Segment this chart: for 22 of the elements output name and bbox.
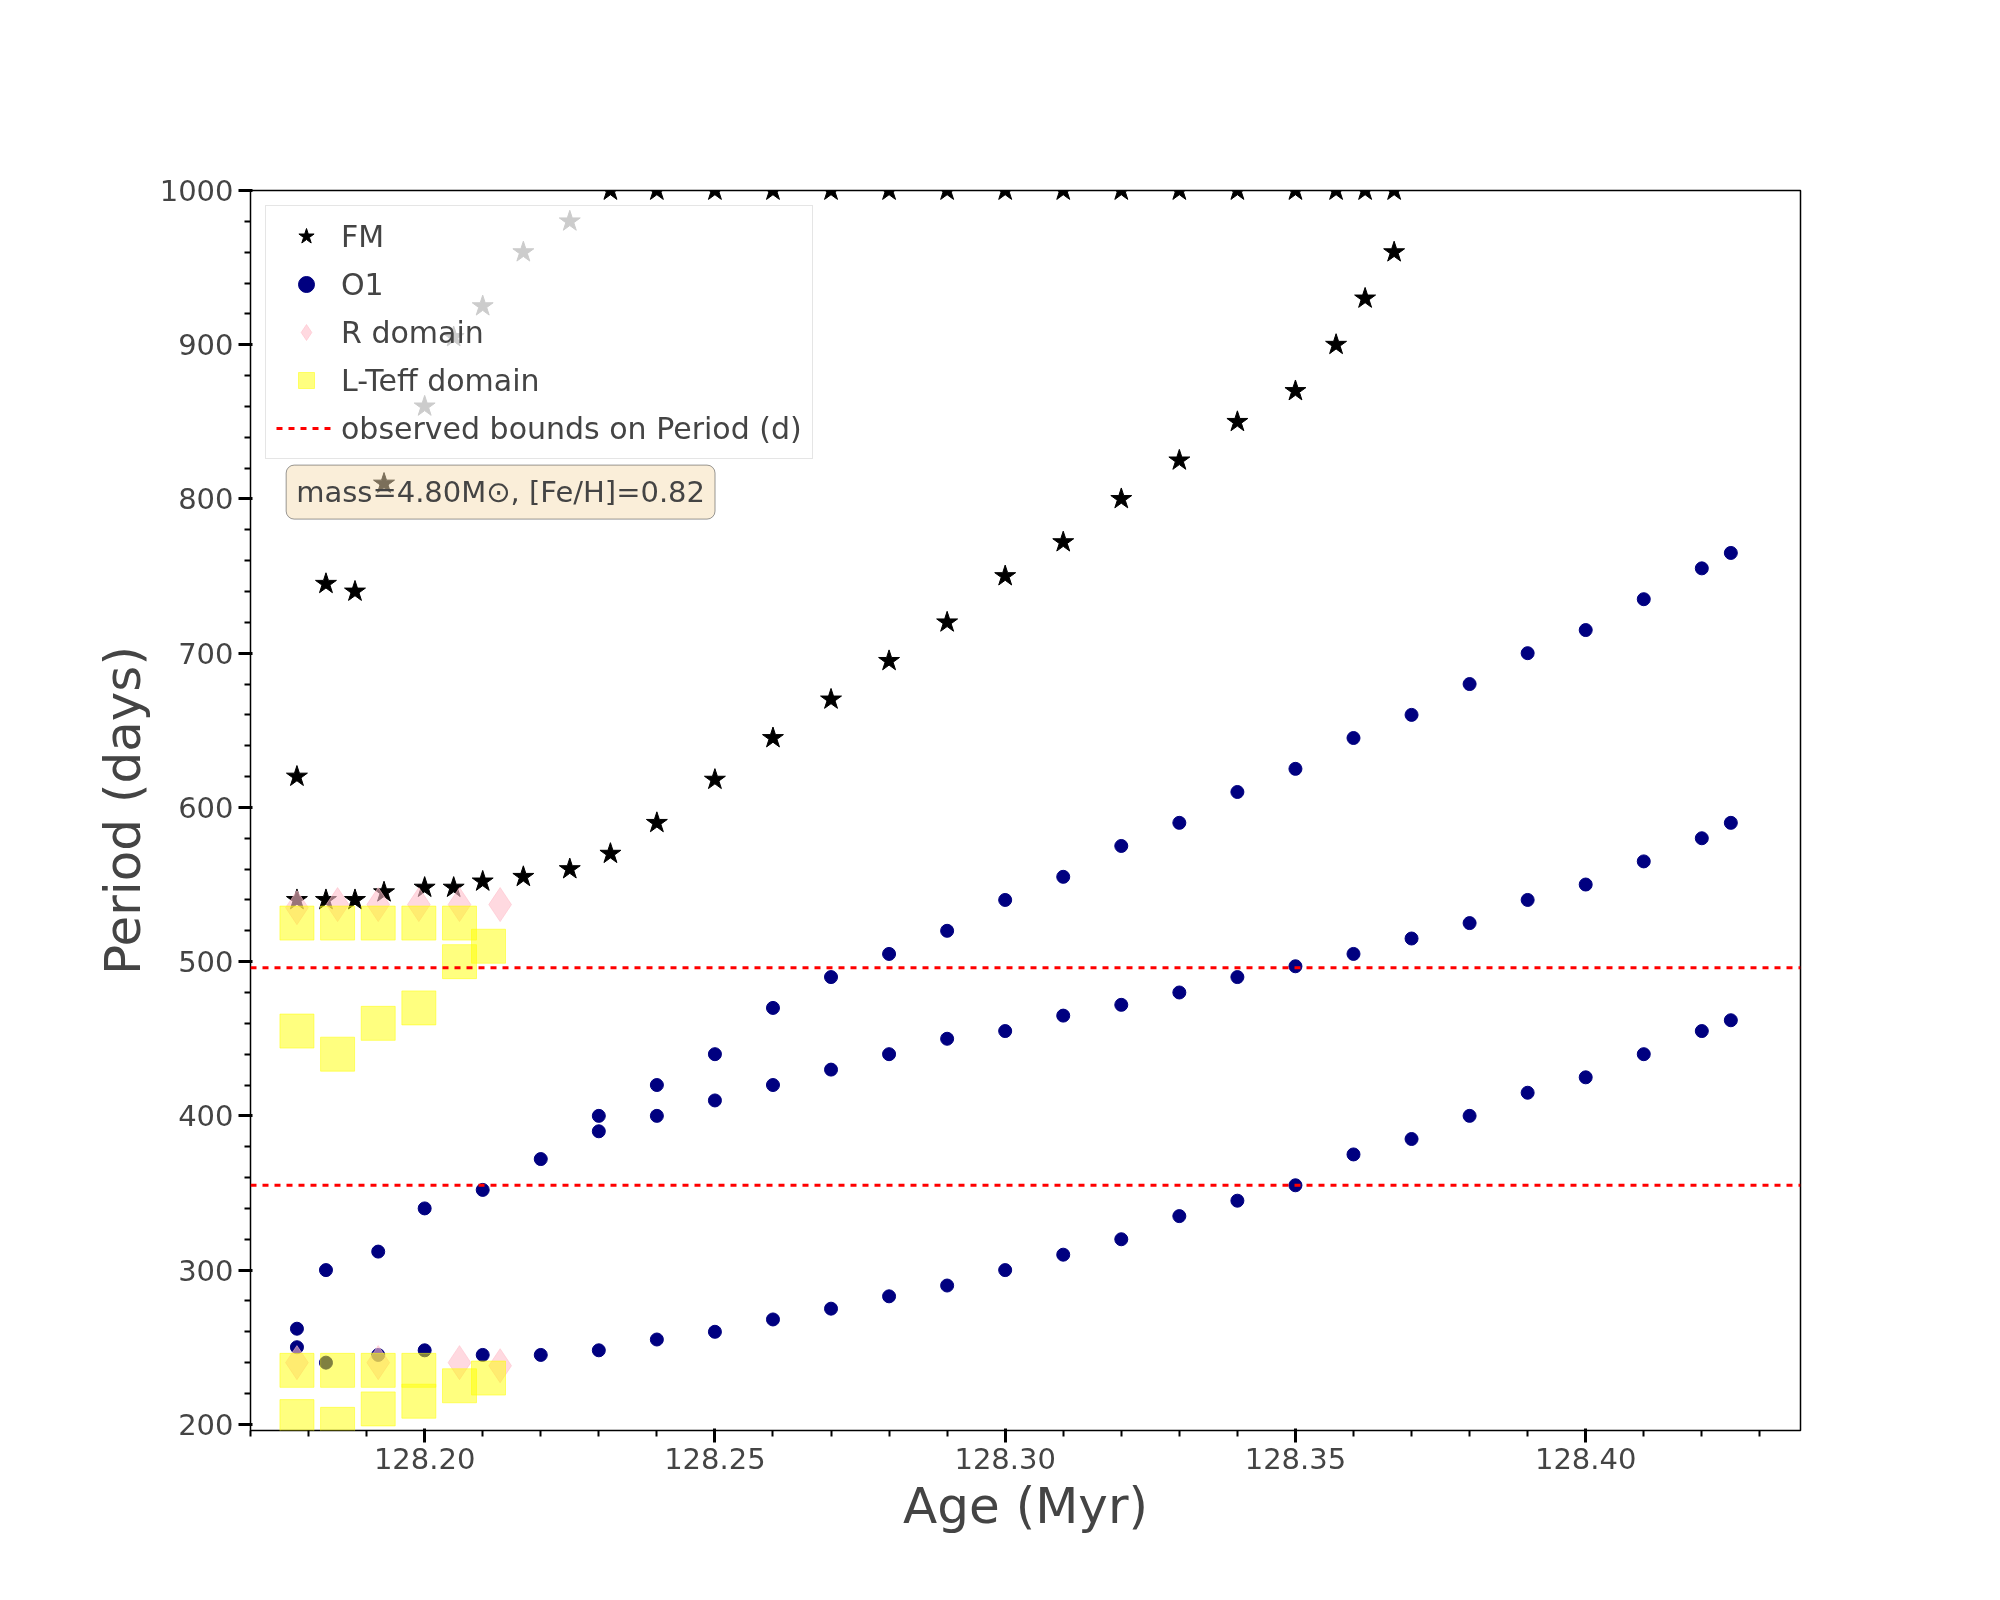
x-tick-label: 128.30 [954,1441,1056,1476]
x-tick-label: 128.35 [1244,1441,1347,1476]
legend-label: FM [341,218,385,254]
legend-label: R domain [341,314,484,350]
y-tick-label: 600 [178,790,234,825]
y-axis-title: Period (days) [93,646,152,975]
y-tick-label: 400 [178,1099,234,1134]
y-tick-label: 300 [178,1253,234,1288]
y-tick-label: 800 [178,482,234,517]
legend-label: L-Teff domain [341,362,540,398]
y-tick-label: 700 [178,636,234,671]
annotation: mass=4.80M⊙, [Fe/H]=0.82 [296,475,706,510]
x-tick-label: 128.20 [373,1441,476,1476]
y-tick-label: 900 [178,328,234,363]
y-tick-label: 200 [178,1407,234,1442]
x-tick-label: 128.40 [1534,1441,1637,1476]
x-tick-label: 128.25 [664,1441,766,1476]
y-tick-label: 500 [178,945,234,980]
y-tick-label: 1000 [159,174,234,208]
legend-label: observed bounds on Period (d) [341,410,802,446]
x-axis-title: Age (Myr) [903,1476,1148,1535]
legend-label: O1 [341,266,384,302]
